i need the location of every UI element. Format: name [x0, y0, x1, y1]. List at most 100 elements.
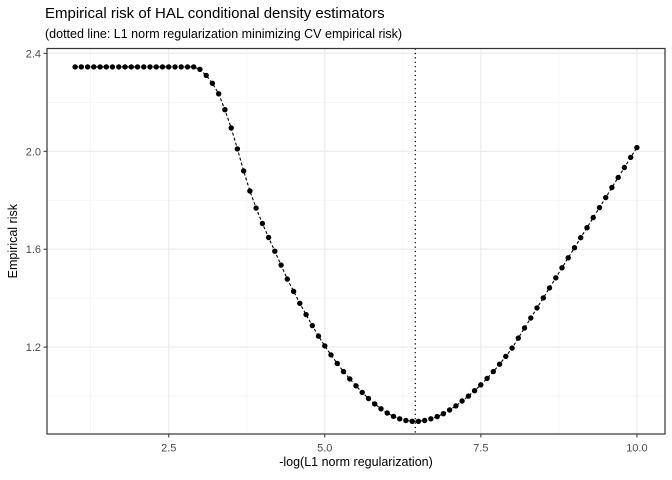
data-point [390, 413, 397, 420]
data-point [415, 418, 422, 424]
data-point [103, 64, 110, 70]
data-point [434, 413, 440, 420]
data-point [590, 214, 596, 221]
data-point [91, 64, 97, 70]
y-tick-label: 2.4 [26, 48, 41, 60]
data-point [109, 64, 116, 70]
data-point [546, 285, 553, 291]
data-point [459, 398, 465, 404]
data-point [259, 220, 266, 227]
data-point [116, 64, 122, 70]
data-point [528, 315, 534, 321]
data-point [634, 144, 640, 151]
data-point [303, 311, 309, 318]
data-point [315, 333, 322, 339]
plot-title: Empirical risk of HAL conditional densit… [45, 5, 385, 22]
data-point [397, 416, 403, 422]
data-point [365, 395, 372, 402]
x-tick-label: 5.0 [317, 443, 332, 455]
y-axis-title-wrap: Empirical risk [6, 48, 20, 434]
data-point [228, 125, 234, 131]
x-tick-label: 2.5 [161, 443, 176, 455]
data-point [515, 335, 521, 341]
data-point [72, 64, 78, 70]
data-point [403, 417, 409, 424]
y-axis-title: Empirical risk [6, 203, 20, 279]
data-point [565, 255, 571, 261]
data-point [297, 300, 303, 306]
data-point [147, 64, 153, 70]
x-tick-label: 7.5 [473, 443, 488, 455]
data-point [603, 194, 609, 201]
data-point [571, 245, 578, 251]
data-point [446, 407, 453, 413]
data-point [166, 64, 172, 70]
data-point [422, 417, 428, 424]
panel-background [47, 48, 665, 434]
data-point [272, 248, 278, 254]
data-point [128, 64, 134, 70]
data-point [178, 64, 184, 70]
data-point [465, 393, 472, 399]
data-point [134, 64, 141, 70]
data-point [184, 64, 191, 70]
data-point [509, 345, 515, 351]
data-point [322, 343, 328, 349]
data-point [240, 168, 247, 174]
data-point [559, 265, 565, 271]
data-point [628, 154, 634, 161]
data-point [203, 72, 209, 79]
data-point [609, 184, 615, 191]
x-axis-title: -log(L1 norm regularization) [279, 455, 433, 469]
data-point [372, 401, 378, 407]
data-point [615, 174, 621, 181]
data-point [222, 107, 228, 113]
data-point [553, 275, 559, 281]
data-point [353, 383, 359, 389]
data-point [428, 416, 434, 422]
x-tick-label: 10.0 [626, 443, 647, 455]
data-point [153, 64, 159, 70]
y-tick-label: 2.0 [26, 146, 41, 158]
data-point [284, 276, 290, 282]
data-point [84, 64, 91, 70]
data-point [409, 418, 415, 424]
data-point [384, 410, 390, 416]
data-point [265, 234, 272, 241]
data-point [503, 353, 509, 360]
data-point [471, 388, 478, 394]
data-point [578, 235, 584, 241]
data-point [496, 361, 503, 367]
data-point [122, 64, 128, 70]
data-point [234, 146, 241, 152]
data-point [141, 64, 147, 70]
data-point [278, 262, 284, 268]
data-point [253, 205, 259, 211]
data-point [197, 66, 203, 73]
y-tick-label: 1.2 [26, 342, 41, 354]
data-point [78, 64, 85, 70]
data-point [621, 164, 628, 171]
data-point [490, 368, 496, 375]
data-point [159, 64, 166, 70]
data-point [534, 305, 540, 311]
data-point [290, 288, 297, 294]
data-point [209, 80, 216, 87]
data-point [440, 411, 447, 417]
data-point [596, 204, 603, 211]
data-point [378, 406, 384, 412]
data-point [328, 352, 334, 358]
data-point [484, 375, 490, 382]
data-point [334, 360, 340, 367]
data-point [453, 403, 459, 409]
data-point [309, 322, 315, 329]
data-point [478, 382, 484, 388]
panel-border [46, 47, 666, 435]
y-tick-label: 1.6 [26, 244, 41, 256]
data-point [172, 64, 178, 70]
data-point [191, 64, 197, 70]
plot-subtitle: (dotted line: L1 norm regularization min… [45, 27, 403, 41]
data-point [584, 225, 590, 231]
